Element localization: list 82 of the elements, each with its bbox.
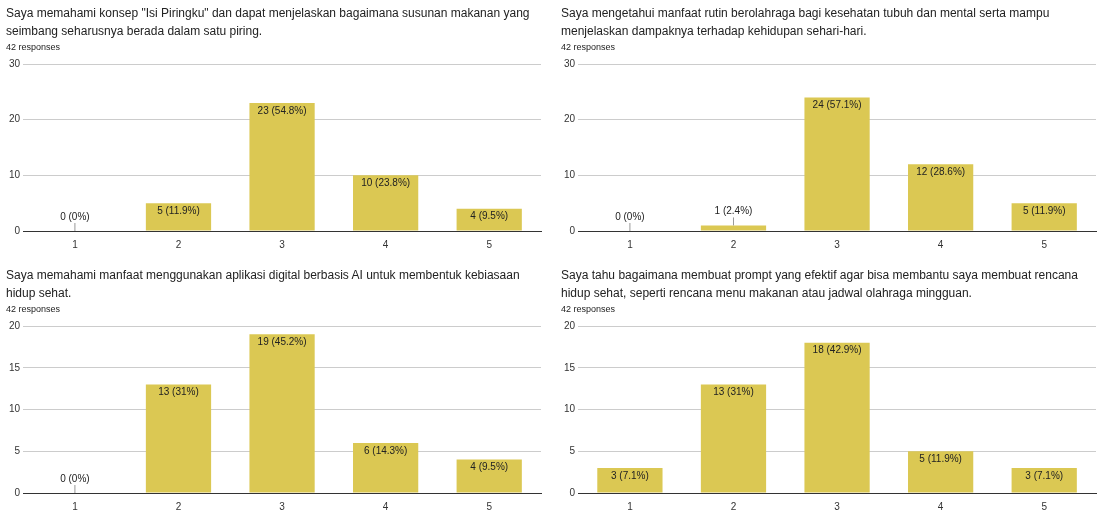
x-tick-label: 1: [627, 238, 634, 250]
y-tick-label: 15: [9, 361, 21, 373]
data-label: 3 (7.1%): [611, 469, 649, 481]
data-label: 0 (0%): [60, 210, 90, 222]
y-tick-label: 20: [9, 319, 21, 331]
x-tick-label: 3: [834, 238, 841, 250]
data-label: 19 (45.2%): [257, 336, 307, 348]
bar: [249, 334, 315, 493]
bar: [249, 102, 315, 231]
x-tick-label: 5: [1041, 238, 1048, 250]
data-label: 24 (57.1%): [812, 99, 862, 111]
chart-title: Saya mengetahui manfaat rutin berolahraga bagi kesehatan tubuh dan mental serta mampu menjelaskan dampaknya terhadap kehidupan sehari-hari.: [561, 5, 1051, 40]
x-tick-label: 3: [279, 238, 286, 250]
y-tick-label: 10: [564, 169, 576, 181]
chart-title: Saya memahami manfaat menggunakan aplikasi digital berbasis AI untuk membentuk kebiasaan hidup sehat.: [6, 267, 521, 302]
bar: [700, 384, 767, 493]
data-label: 5 (11.9%): [1022, 204, 1066, 216]
y-tick-label: 20: [9, 113, 21, 125]
bar: [145, 203, 212, 231]
bar: [1011, 203, 1077, 231]
x-tick-label: 2: [175, 500, 182, 512]
bar: [908, 451, 974, 493]
data-label: 0 (0%): [60, 472, 90, 484]
chart-subtitle: 42 responses: [561, 303, 617, 316]
x-tick-label: 4: [937, 500, 944, 512]
chart-subtitle: 42 responses: [6, 41, 62, 54]
x-tick-label: 4: [382, 238, 389, 250]
bar: [353, 175, 419, 231]
chart-subtitle: 42 responses: [561, 41, 617, 54]
y-tick-label: 0: [14, 486, 21, 498]
x-tick-label: 4: [382, 500, 389, 512]
data-label: 10 (23.8%): [361, 177, 411, 189]
x-tick-label: 3: [834, 500, 841, 512]
y-tick-label: 20: [564, 113, 576, 125]
data-label: 13 (31%): [713, 386, 754, 398]
data-label: 5 (11.9%): [157, 204, 200, 216]
data-label: 4 (9.5%): [470, 461, 509, 473]
data-label: 6 (14.3%): [363, 444, 408, 456]
y-tick-label: 10: [9, 169, 21, 181]
y-tick-label: 30: [9, 57, 21, 69]
y-tick-label: 15: [564, 361, 576, 373]
data-label: 1 (2.4%): [714, 205, 753, 217]
x-tick-label: 5: [1041, 500, 1048, 512]
x-tick-label: 5: [486, 238, 493, 250]
bar: [597, 467, 663, 493]
y-tick-label: 0: [569, 224, 576, 236]
bar: [1011, 467, 1077, 493]
x-tick-label: 5: [486, 500, 493, 512]
y-tick-label: 30: [564, 57, 576, 69]
bar: [804, 97, 870, 231]
y-tick-label: 5: [14, 445, 21, 456]
chart-subtitle: 42 responses: [6, 303, 62, 316]
data-label: 23 (54.8%): [257, 104, 307, 116]
x-tick-label: 2: [730, 238, 737, 250]
y-tick-label: 0: [569, 486, 576, 498]
x-tick-label: 2: [730, 500, 737, 512]
y-tick-label: 10: [564, 403, 576, 415]
y-tick-label: 5: [569, 445, 576, 456]
bar: [353, 442, 419, 493]
data-label: 3 (7.1%): [1025, 469, 1064, 481]
data-label: 18 (42.9%): [812, 344, 862, 356]
data-label: 12 (28.6%): [916, 165, 966, 177]
x-tick-label: 1: [72, 500, 79, 512]
bar: [804, 342, 870, 493]
chart-title: Saya memahami konsep "Isi Piringku" dan dapat menjelaskan bagaimana susunan makanan yang seimbang seharusnya berada dalam satu piring.: [6, 5, 531, 40]
data-label: 0 (0%): [615, 210, 645, 222]
bar: [456, 459, 522, 493]
data-label: 4 (9.5%): [470, 210, 509, 222]
x-tick-label: 1: [72, 238, 79, 250]
data-label: 13 (31%): [158, 386, 199, 398]
x-tick-label: 1: [627, 500, 634, 512]
y-tick-label: 10: [9, 403, 21, 415]
x-tick-label: 3: [279, 500, 286, 512]
bar: [700, 225, 767, 231]
bar: [145, 384, 212, 493]
y-tick-label: 20: [564, 319, 576, 331]
bar: [908, 164, 974, 231]
chart-title: Saya tahu bagaimana membuat prompt yang efektif agar bisa membantu saya membuat rencana hidup sehat, seperti rencana menu makanan atau jadwal olahraga mingguan.: [561, 267, 1079, 302]
data-label: 5 (11.9%): [919, 453, 962, 464]
y-tick-label: 0: [14, 224, 21, 236]
x-tick-label: 2: [175, 238, 182, 250]
x-tick-label: 4: [937, 238, 944, 250]
